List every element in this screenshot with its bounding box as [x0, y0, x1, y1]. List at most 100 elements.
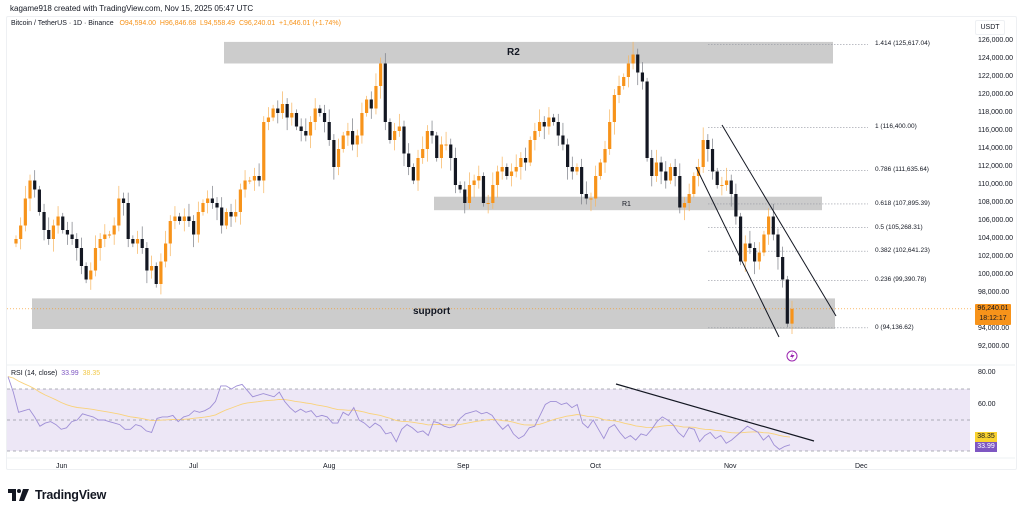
- candle-body: [439, 144, 443, 158]
- candle-body: [135, 239, 140, 244]
- candle-body: [140, 239, 144, 248]
- candle-body: [790, 308, 794, 324]
- chart-frame: [6, 16, 1017, 470]
- price-axis-label: 92,000.00: [978, 343, 1010, 350]
- candle-body: [318, 108, 322, 113]
- support-label: support: [413, 306, 451, 317]
- candle-body: [308, 122, 313, 136]
- symbol-legend: Bitcoin / TetherUS · 1D · Binance O94,59…: [11, 20, 341, 27]
- candle-body: [659, 162, 663, 172]
- candle-body: [734, 194, 738, 217]
- candle-body: [322, 113, 327, 122]
- fib-level-label: 0.618 (107,895.39): [875, 199, 930, 207]
- candle-body: [28, 180, 32, 199]
- candle-body: [556, 122, 560, 136]
- rsi-line: [7, 376, 791, 450]
- candle-body: [56, 216, 60, 226]
- price-axis-label: 102,000.00: [978, 253, 1014, 260]
- candle-body: [19, 225, 23, 239]
- candle-body: [692, 176, 696, 194]
- candle-body: [178, 216, 182, 221]
- candle-body: [350, 131, 355, 145]
- candle-body: [98, 239, 102, 248]
- candle-body: [182, 216, 186, 221]
- candle-body: [640, 72, 645, 82]
- candle-body: [14, 239, 18, 244]
- candle-body: [523, 158, 528, 163]
- candle-body: [580, 167, 584, 194]
- candle-body: [528, 140, 532, 163]
- tradingview-logo[interactable]: TradingView: [8, 487, 106, 503]
- candle-body: [668, 167, 673, 181]
- candle-body: [117, 198, 121, 226]
- fib-level-label: 1 (116,400.00): [875, 123, 917, 131]
- candle-body: [168, 221, 172, 244]
- symbol-title[interactable]: Bitcoin / TetherUS · 1D · Binance: [11, 20, 114, 27]
- rsi-legend[interactable]: RSI (14, close) 33.99 38.35: [11, 370, 100, 377]
- candle-body: [276, 108, 280, 113]
- candle-body: [706, 140, 710, 149]
- candle-body: [753, 248, 757, 262]
- candle-body: [449, 144, 453, 158]
- rsi-value: 33.99: [61, 370, 79, 377]
- candle-body: [192, 221, 196, 235]
- r1-label: R1: [622, 201, 631, 208]
- support-zone: [32, 298, 835, 329]
- candle-body: [785, 279, 789, 324]
- candle-body: [23, 198, 27, 226]
- price-axis-label: 122,000.00: [978, 73, 1014, 80]
- candle-body: [594, 176, 598, 199]
- candle-body: [379, 63, 383, 86]
- channel-lower-line: [695, 166, 780, 338]
- x-label-jun: Jun: [56, 463, 68, 470]
- rsi-value-tag: 33.99: [975, 442, 997, 452]
- price-axis-label: 106,000.00: [978, 217, 1014, 224]
- candle-body: [710, 149, 715, 172]
- candle-body: [682, 203, 687, 208]
- candle-body: [126, 203, 130, 239]
- candle-body: [495, 171, 500, 185]
- candle-body: [612, 95, 616, 122]
- candle-body: [154, 266, 158, 284]
- candle-body: [570, 167, 574, 172]
- candle-body: [112, 225, 116, 235]
- candle-body: [715, 171, 719, 185]
- candle-body: [421, 149, 425, 158]
- candle-body: [341, 135, 345, 149]
- close-value: C96,240.01: [238, 20, 276, 27]
- candle-body: [332, 140, 336, 167]
- candle-body: [771, 216, 775, 235]
- candle-body: [79, 248, 84, 266]
- x-label-aug: Aug: [323, 463, 336, 470]
- x-label-jul: Jul: [189, 463, 198, 470]
- candle-body: [369, 99, 373, 109]
- candle-body: [355, 135, 359, 145]
- rsi-ma-tag: 38.35: [975, 432, 997, 442]
- candle-body: [234, 212, 238, 217]
- candle-body: [252, 176, 257, 181]
- price-axis-label: 108,000.00: [978, 199, 1014, 206]
- candle-body: [383, 63, 387, 122]
- currency-button[interactable]: USDT: [975, 20, 1005, 35]
- fib-level-label: 0.5 (105,268.31): [875, 223, 923, 231]
- candle-body: [645, 81, 649, 158]
- candle-body: [257, 176, 261, 181]
- candle-body: [294, 113, 299, 127]
- candle-body: [650, 158, 654, 176]
- candle-body: [70, 234, 74, 239]
- candle-body: [416, 158, 420, 181]
- candle-body: [290, 113, 294, 118]
- open-value: O94,594.00: [119, 20, 157, 27]
- candle-body: [159, 261, 163, 284]
- candle-body: [304, 131, 308, 136]
- price-axis-label: 120,000.00: [978, 91, 1014, 98]
- price-axis-label: 124,000.00: [978, 55, 1014, 62]
- candle-body: [551, 117, 556, 122]
- candle-body: [425, 131, 429, 149]
- candle-body: [430, 131, 434, 136]
- rsi-trendline: [615, 383, 815, 442]
- candle-body: [547, 117, 551, 127]
- candle-body: [346, 131, 350, 136]
- change-value: +1,646.01 (+1.74%): [279, 20, 341, 27]
